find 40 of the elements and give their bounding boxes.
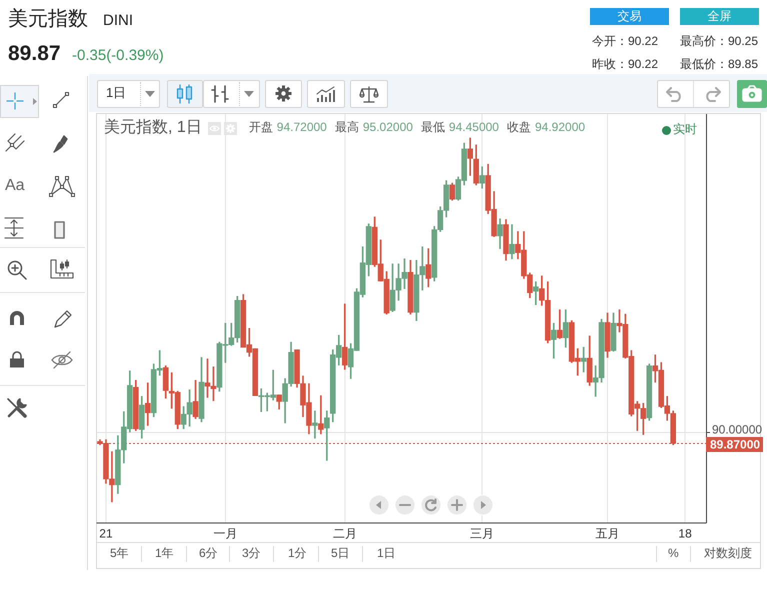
text: 5年 bbox=[110, 546, 129, 561]
text: 最高价：90.25 bbox=[680, 34, 758, 49]
text: -0.35(-0.39%) bbox=[72, 47, 164, 64]
text: 今开：90.22 bbox=[592, 34, 658, 49]
text: 昨收：90.22 bbox=[592, 57, 658, 72]
text: 90.00000 bbox=[712, 422, 762, 436]
text: 实时 bbox=[673, 122, 697, 137]
x-tick-label: 三月 bbox=[470, 526, 494, 541]
x-tick-label: 18 bbox=[678, 526, 692, 541]
text: 收盘 bbox=[506, 120, 531, 136]
chart-subtitle: DINI bbox=[103, 12, 133, 30]
text: 94.72000 bbox=[276, 120, 327, 136]
text: 1日 bbox=[106, 85, 126, 101]
text: 最低 bbox=[420, 120, 445, 136]
text: 最高 bbox=[334, 120, 359, 136]
chart-title: 美元指数 bbox=[8, 8, 88, 31]
text: 89.87 bbox=[8, 42, 61, 66]
text: 对数刻度 bbox=[704, 546, 752, 561]
text: 89.87000 bbox=[710, 437, 760, 452]
text: 1年 bbox=[155, 546, 174, 561]
text: 开盘 bbox=[248, 120, 273, 136]
candlestick bbox=[312, 410, 318, 439]
text: % bbox=[668, 546, 679, 561]
x-tick-label: 二月 bbox=[332, 526, 357, 541]
x-tick-label: 五月 bbox=[595, 526, 620, 541]
button: 全屏 bbox=[680, 8, 759, 25]
text: 3分 bbox=[242, 546, 261, 561]
text: 5日 bbox=[331, 546, 350, 561]
text: 94.92000 bbox=[534, 120, 586, 136]
text: 1日 bbox=[377, 546, 396, 561]
x-tick-label: 一月 bbox=[213, 526, 238, 541]
text: Aa bbox=[5, 177, 25, 196]
x-tick-label: 21 bbox=[99, 526, 113, 541]
text: 最低价：89.85 bbox=[680, 57, 758, 72]
text: 美元指数, 1日 bbox=[104, 119, 202, 138]
text: 95.02000 bbox=[362, 120, 413, 136]
text: 1分 bbox=[288, 546, 307, 561]
button: 交易 bbox=[590, 8, 669, 25]
text: 94.45000 bbox=[448, 120, 499, 136]
text: 6分 bbox=[199, 546, 218, 561]
